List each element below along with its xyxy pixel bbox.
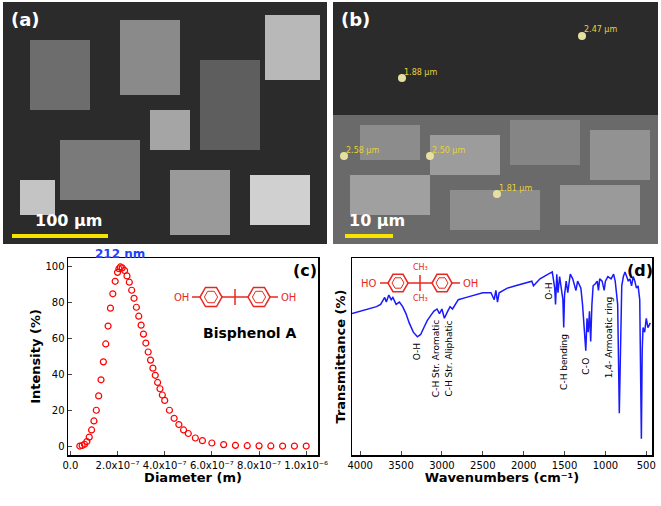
svg-text:1500: 1500 [552,460,577,471]
svg-text:O-H: O-H [544,283,554,300]
svg-text:O-H: O-H [412,343,422,360]
svg-text:40: 40 [52,369,65,380]
svg-text:OH: OH [174,292,189,303]
svg-text:10 μm: 10 μm [349,211,405,230]
svg-text:80: 80 [52,297,65,308]
svg-text:HO: HO [361,278,377,289]
svg-text:212 nm: 212 nm [95,247,145,261]
svg-text:Intensity (%): Intensity (%) [28,309,43,404]
svg-text:1.88 μm: 1.88 μm [404,68,437,77]
svg-text:CH₃: CH₃ [413,263,428,272]
svg-text:C-O: C-O [581,358,591,375]
svg-text:8.0x10⁻⁷: 8.0x10⁻⁷ [237,460,281,471]
svg-text:2500: 2500 [470,460,495,471]
svg-text:(b): (b) [341,9,370,30]
svg-text:OH: OH [281,292,296,303]
svg-text:4000: 4000 [347,460,372,471]
svg-text:1.81 μm: 1.81 μm [499,184,532,193]
svg-text:6.0x10⁻⁷: 6.0x10⁻⁷ [190,460,234,471]
svg-text:Diameter (m): Diameter (m) [144,471,242,486]
svg-text:(a): (a) [11,9,40,30]
svg-text:2000: 2000 [511,460,536,471]
svg-text:4.0x10⁻⁷: 4.0x10⁻⁷ [143,460,187,471]
svg-text:C-H Str. Aromatic: C-H Str. Aromatic [431,320,441,397]
svg-text:2.58 μm: 2.58 μm [346,146,379,155]
svg-text:1,4- Armoatic ring: 1,4- Armoatic ring [604,297,614,378]
svg-text:500: 500 [637,460,656,471]
svg-text:0: 0 [58,441,64,452]
svg-text:0.0: 0.0 [62,460,78,471]
svg-text:C-H Str. Aliphatic: C-H Str. Aliphatic [444,320,454,396]
svg-text:2.0x10⁻⁷: 2.0x10⁻⁷ [96,460,140,471]
svg-text:20: 20 [52,405,65,416]
svg-text:1.0x10⁻⁶: 1.0x10⁻⁶ [284,460,328,471]
svg-text:60: 60 [52,333,65,344]
svg-text:OH: OH [463,278,478,289]
svg-text:(d): (d) [627,261,653,280]
svg-text:2.50 μm: 2.50 μm [432,146,465,155]
svg-text:Bisphenol A: Bisphenol A [203,325,297,341]
svg-text:1000: 1000 [593,460,618,471]
svg-text:100: 100 [45,261,64,272]
svg-text:Transmittance (%): Transmittance (%) [333,289,348,423]
svg-text:(c): (c) [293,261,317,280]
svg-text:C-H bending: C-H bending [559,334,569,390]
svg-text:2.47 μm: 2.47 μm [584,25,617,34]
svg-text:CH₃: CH₃ [413,294,428,303]
svg-text:100 μm: 100 μm [35,211,102,230]
svg-text:3000: 3000 [429,460,454,471]
svg-text:Wavenumbers (cm⁻¹): Wavenumbers (cm⁻¹) [425,471,579,486]
svg-text:3500: 3500 [388,460,413,471]
